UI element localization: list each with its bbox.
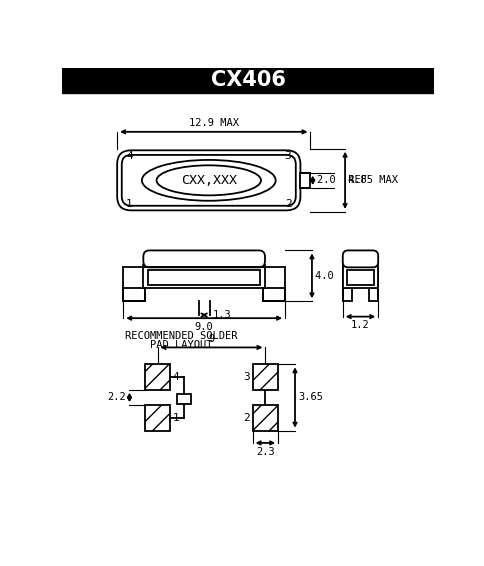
Text: 1.2: 1.2 [351, 320, 370, 331]
Bar [145, 405, 170, 431]
Bar [62, 68, 435, 93]
Text: 2: 2 [285, 199, 291, 209]
FancyBboxPatch shape [117, 151, 301, 211]
Text: 4: 4 [173, 372, 180, 382]
Bar [369, 288, 378, 301]
Text: 2: 2 [243, 413, 250, 423]
Bar [263, 288, 285, 301]
Text: 4: 4 [126, 152, 133, 161]
Text: 9: 9 [208, 335, 214, 344]
Text: 12.9 MAX: 12.9 MAX [189, 118, 239, 128]
Text: 3.65: 3.65 [298, 392, 323, 402]
Text: 3: 3 [243, 372, 250, 382]
Text: 4.0  MAX: 4.0 MAX [315, 271, 365, 281]
Text: 2.2: 2.2 [107, 392, 126, 402]
Text: CXX,XXX: CXX,XXX [181, 174, 237, 187]
Bar [145, 365, 170, 390]
Text: RECOMMENDED SOLDER: RECOMMENDED SOLDER [125, 331, 237, 341]
Text: 4.85 MAX: 4.85 MAX [348, 175, 398, 185]
Bar [343, 265, 378, 288]
Bar [347, 269, 374, 285]
Ellipse shape [142, 160, 276, 201]
Bar [148, 269, 260, 285]
Bar [343, 288, 352, 301]
Text: 3: 3 [285, 152, 291, 161]
FancyBboxPatch shape [343, 250, 378, 267]
Text: CX406: CX406 [211, 70, 286, 90]
FancyBboxPatch shape [143, 250, 265, 267]
Bar [253, 405, 278, 431]
Bar [253, 365, 278, 390]
Text: 1.3: 1.3 [212, 310, 231, 320]
Text: 1: 1 [126, 199, 133, 209]
FancyBboxPatch shape [122, 155, 296, 206]
Bar [145, 288, 263, 290]
Bar [301, 173, 310, 188]
Bar [123, 288, 145, 301]
Text: PAD LAYOUT: PAD LAYOUT [150, 340, 212, 350]
Text: 9.0: 9.0 [195, 322, 213, 332]
Bar [177, 393, 191, 404]
Text: 2.0  REF: 2.0 REF [317, 175, 366, 185]
Text: 2.3: 2.3 [256, 447, 275, 457]
Text: 1: 1 [173, 413, 180, 423]
Bar [143, 265, 265, 288]
Ellipse shape [156, 165, 261, 195]
